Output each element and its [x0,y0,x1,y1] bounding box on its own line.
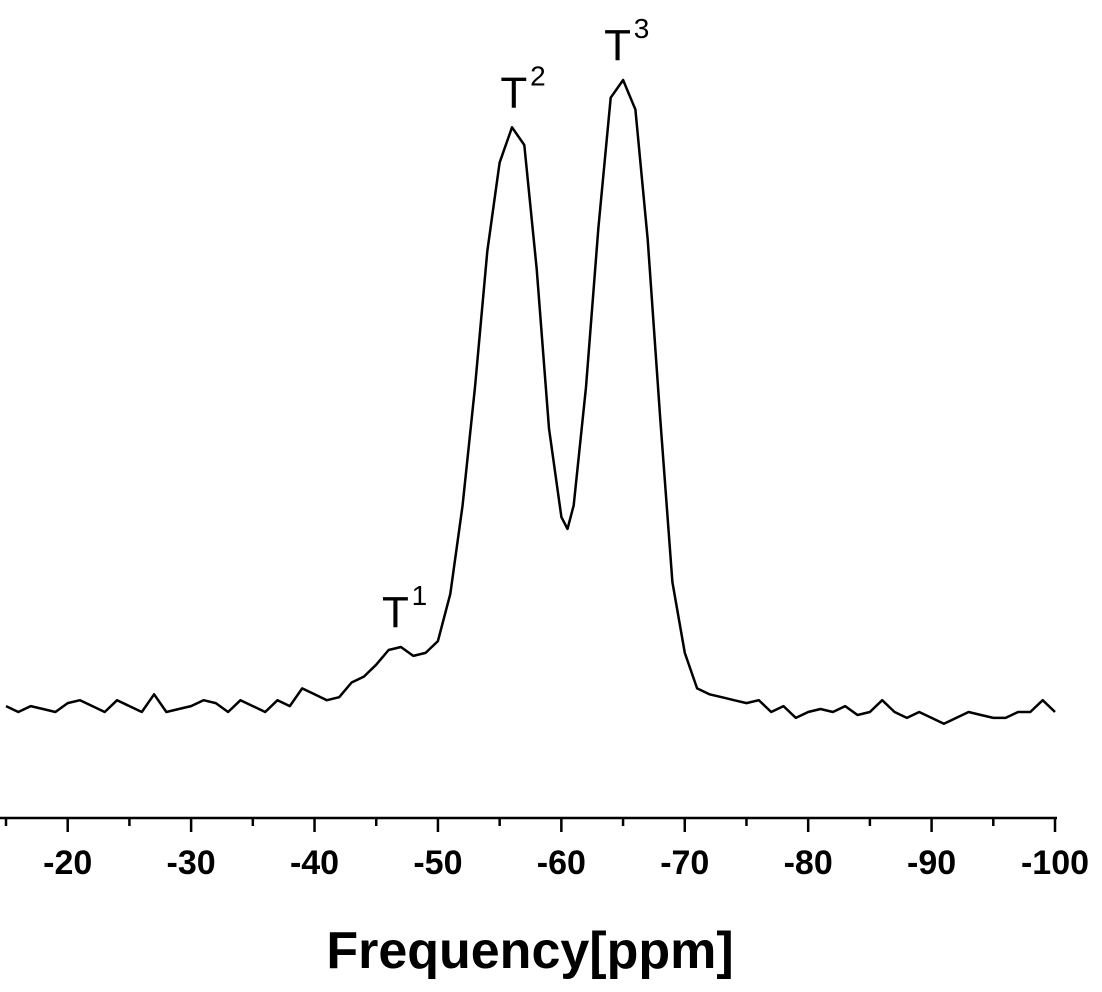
peak-label-superscript: 2 [530,60,546,91]
x-axis-ticks: -20 -30 -40 -50 -60 -70 -80 -90 -100 [4,818,1089,882]
x-tick-label: -60 [537,844,586,882]
peak-annotations: T 1T 2T 3 [382,13,649,637]
x-tick-label: -20 [43,844,92,882]
x-tick-label: -90 [907,844,956,882]
x-tick-label: -30 [167,844,216,882]
peak-label-base: T [500,68,527,117]
spectrum-line [5,78,1056,726]
plot-area [5,78,1056,726]
x-tick-label: -80 [784,844,833,882]
peak-label-superscript: 3 [634,13,650,44]
peak-label-superscript: 1 [412,580,428,611]
x-tick-label: -100 [1021,844,1089,882]
peak-label-base: T [604,21,631,70]
x-tick-label: -70 [660,844,709,882]
x-tick-label: -40 [290,844,339,882]
x-tick-label: -50 [413,844,462,882]
x-axis-title: Frequency[ppm] [326,922,733,980]
peak-label-base: T [382,588,409,637]
